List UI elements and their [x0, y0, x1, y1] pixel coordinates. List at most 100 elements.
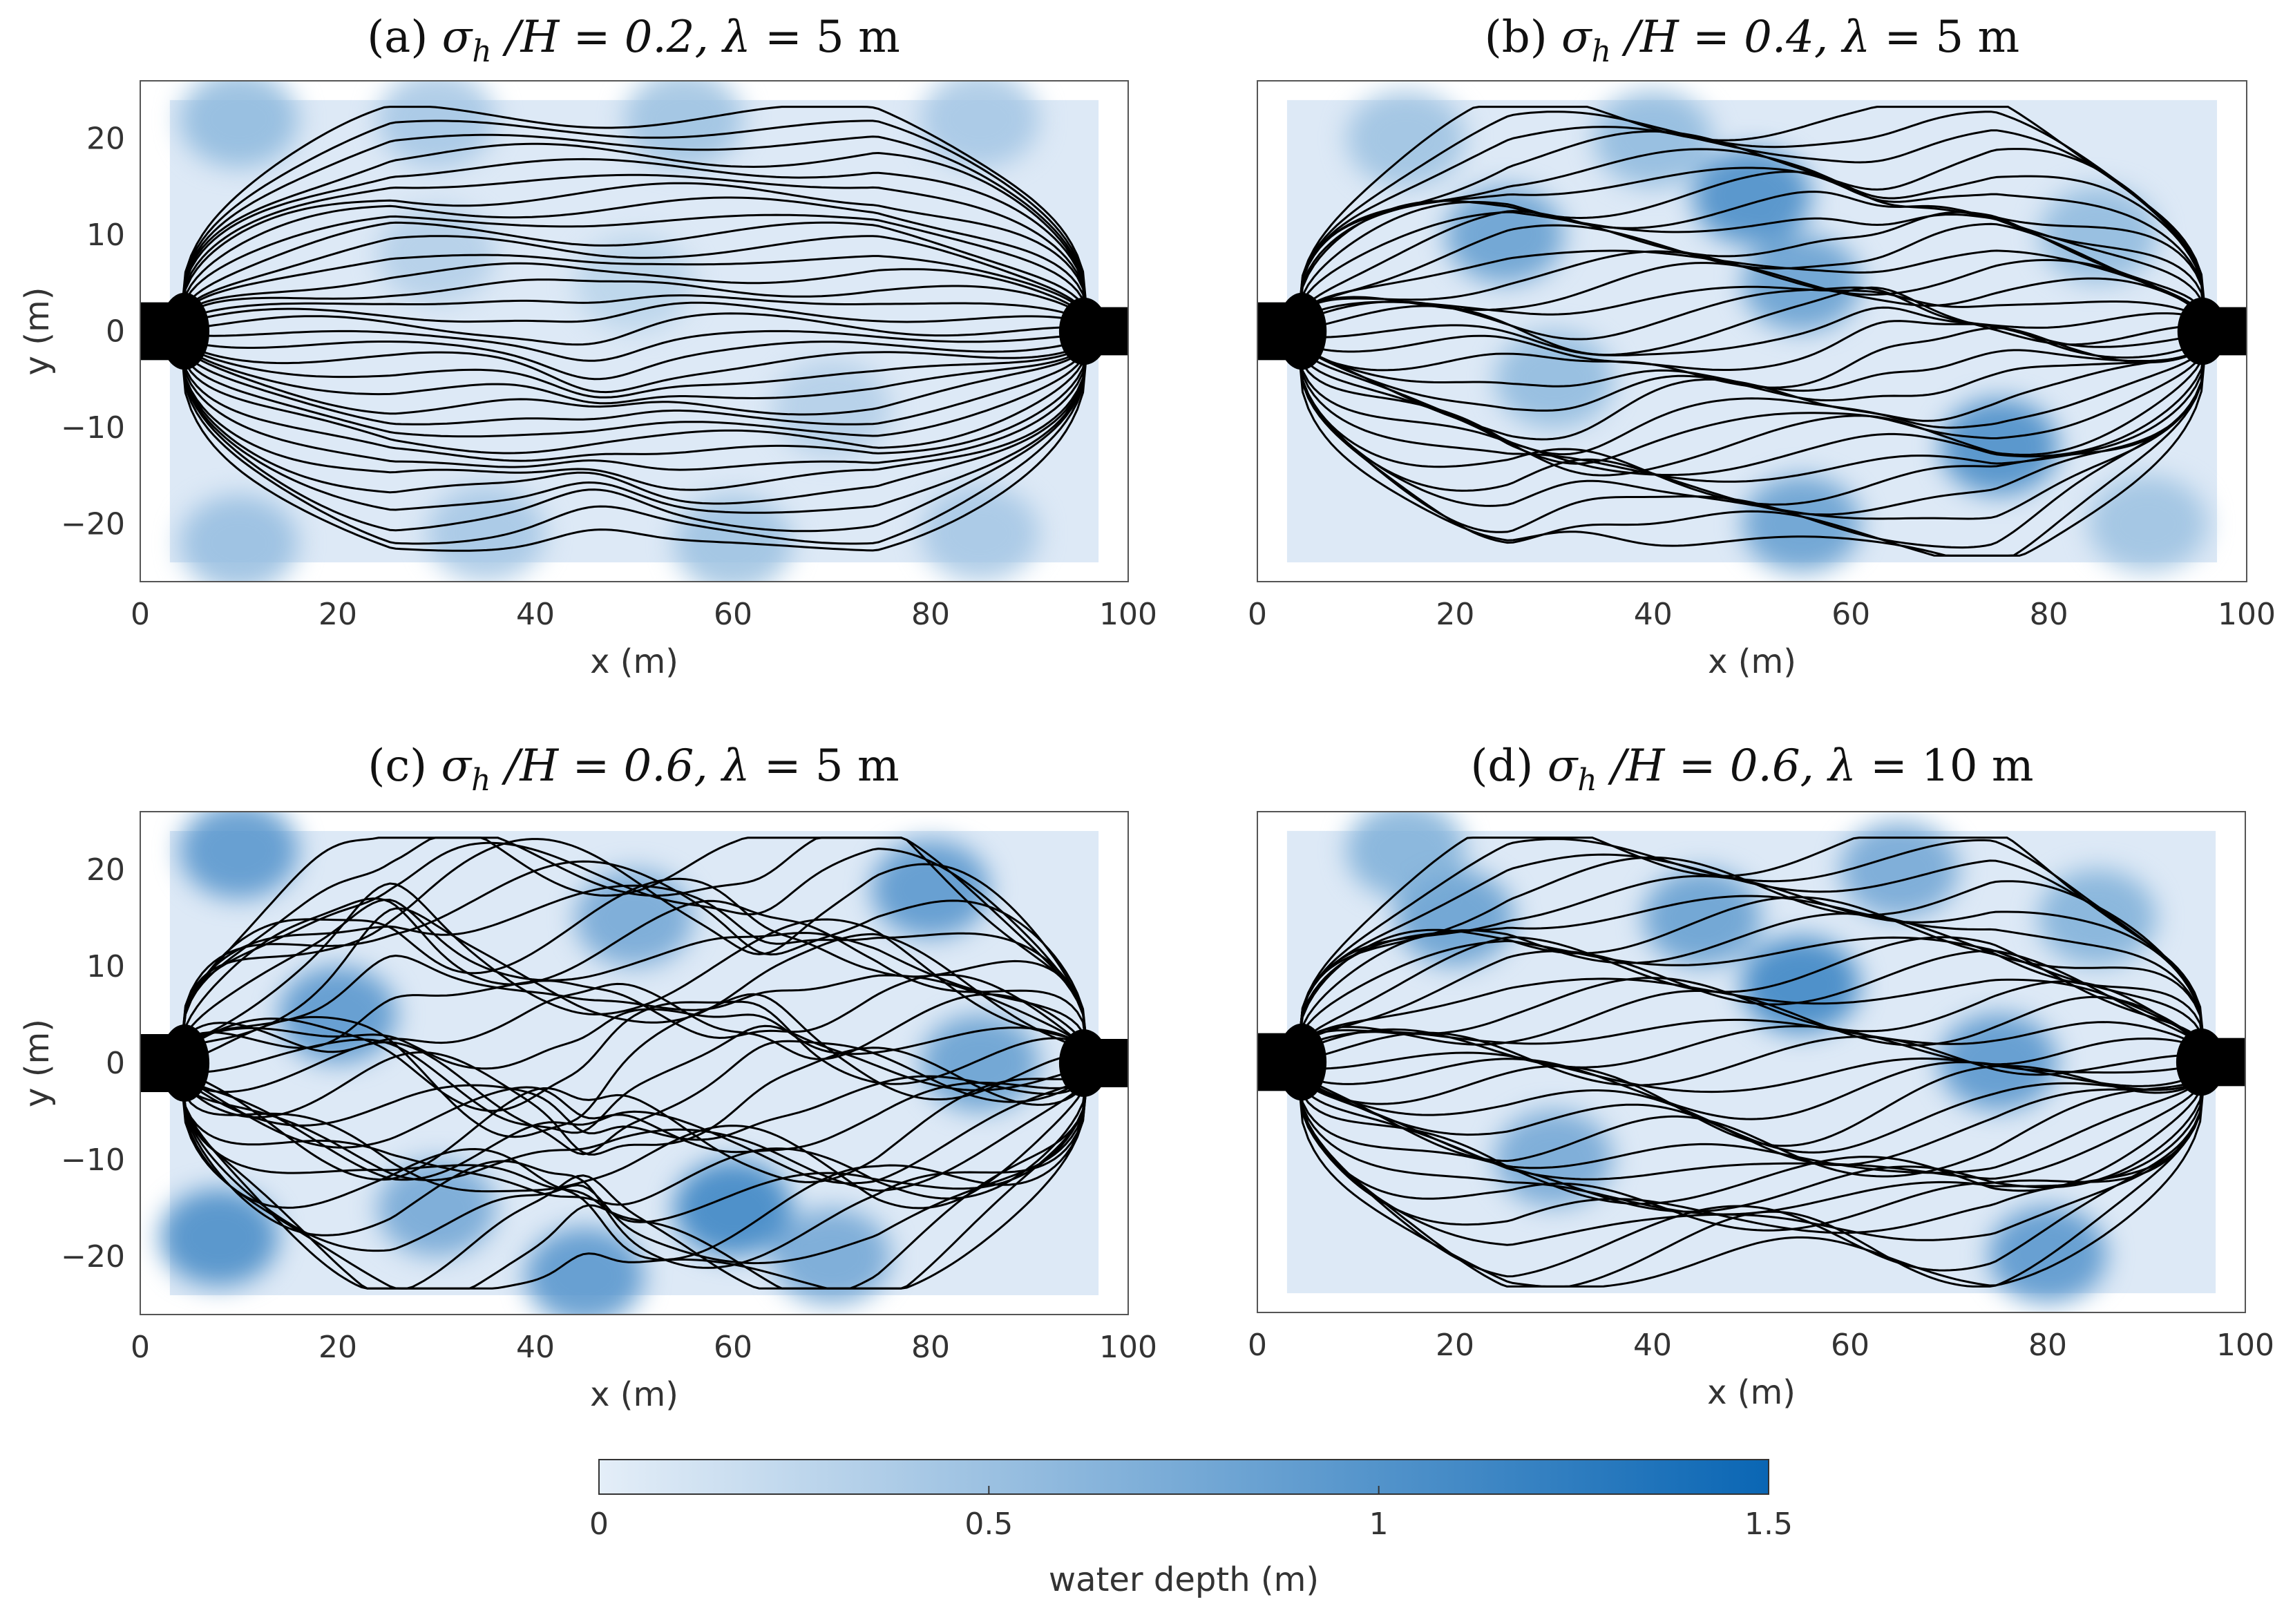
title-lambda: λ: [1826, 741, 1856, 792]
streamline-6: [1295, 1062, 2207, 1216]
streamline-25: [1295, 936, 2207, 1062]
x-axis-label: x (m): [1708, 642, 1796, 681]
streamline-9: [178, 1062, 1090, 1192]
streamline-3: [178, 1062, 1090, 1265]
streamline-7: [178, 331, 1090, 462]
x-axis-label: x (m): [590, 1375, 678, 1414]
title-sigma: σ: [442, 12, 474, 63]
streamline-11: [178, 1062, 1090, 1183]
streamline-13: [178, 330, 1090, 399]
depth-blob-10: [575, 235, 694, 332]
y-tick-label: 20: [86, 852, 125, 888]
streamline-31: [1295, 853, 2207, 1062]
title-sigma: σ: [441, 741, 473, 792]
title-lambda: λ: [720, 741, 750, 792]
x-tick-label: 40: [1633, 1328, 1672, 1363]
panel-title: (c) σh /H = 0.6, λ = 5 m: [368, 741, 899, 798]
streamline-15: [178, 1040, 1090, 1156]
streamline-30: [178, 142, 1090, 332]
colorbar: 0 0.5 1 1.5 water depth (m): [589, 1459, 1793, 1599]
depth-blob-3: [1940, 399, 2059, 495]
title-subscript: h: [472, 34, 491, 69]
streamline-6: [178, 1062, 1090, 1223]
depth-field: [180, 81, 1040, 582]
title-suffix: = 5 m: [1870, 12, 2019, 63]
panel-d: 0 20 40 60 80 100 x (m) (d) σh /H = 0.6, λ = 10…: [1248, 741, 2274, 1412]
y-tick-label: 0: [106, 1046, 125, 1081]
title-lambda: λ: [721, 12, 751, 63]
streamline-7: [1295, 331, 2209, 476]
x-tick-label: 80: [911, 597, 950, 632]
streamline-28: [178, 173, 1090, 332]
streamline-3: [1295, 1062, 2207, 1246]
streamline-10: [178, 1062, 1090, 1185]
streamline-22: [1295, 249, 2209, 332]
depth-blob-7: [1840, 821, 1959, 918]
streamline-11: [178, 331, 1090, 416]
colorbar-ticks: 0 0.5 1 1.5: [589, 1486, 1793, 1542]
streamline-15: [1295, 1058, 2207, 1120]
panel-title: (b) σh /H = 0.4, λ = 5 m: [1485, 12, 2019, 69]
x-tick-label: 80: [2030, 597, 2068, 632]
x-tick-label: 100: [2216, 1328, 2274, 1363]
title-ratio: /H = 0.4,: [1611, 12, 1843, 63]
depth-blob-0: [180, 812, 298, 899]
streamline-5: [178, 1062, 1090, 1261]
streamline-23: [1295, 949, 2207, 1062]
streamline-33: [1295, 106, 2209, 332]
streamline-33: [178, 106, 1090, 332]
streamline-33: [178, 837, 1090, 1064]
axes-frame: [140, 80, 1129, 582]
x-tick-label: 40: [1634, 597, 1673, 632]
panel-title: (d) σh /H = 0.6, λ = 10 m: [1470, 741, 2033, 798]
streamline-10: [1295, 1062, 2207, 1174]
title-prefix: (d): [1470, 741, 1547, 792]
x-axis-label: x (m): [1707, 1373, 1796, 1412]
streamline-18: [179, 301, 1090, 332]
x-axis-label: x (m): [590, 642, 678, 681]
x-tick-label: 40: [516, 1330, 555, 1365]
x-tick-label: 20: [318, 1330, 357, 1365]
streamline-24: [1295, 936, 2207, 1062]
streamline-29: [178, 157, 1090, 332]
depth-blob-1: [160, 1189, 279, 1286]
depth-blob-4: [871, 841, 990, 937]
streamline-0: [178, 331, 1090, 552]
depth-blob-6: [575, 870, 694, 966]
title-suffix: = 5 m: [751, 12, 900, 63]
title-sigma: σ: [1561, 12, 1593, 63]
x-tick-label: 20: [1436, 1328, 1474, 1363]
depth-blob-4: [1742, 475, 1861, 573]
streamline-15: [1295, 320, 2209, 371]
streamline-8: [178, 1062, 1090, 1210]
panel-c: 0 20 40 60 80 100 x (m) −20 −10 0 10 20 y (m) (c) σh …: [18, 741, 1157, 1414]
streamline-2: [178, 331, 1090, 533]
streamline-24: [178, 221, 1090, 332]
x-tick-label: 100: [1099, 1330, 1157, 1365]
streamline-3: [178, 331, 1090, 514]
x-tick-label: 60: [714, 1330, 752, 1365]
depth-blob-8: [377, 206, 496, 303]
streamline-0: [178, 1062, 1090, 1290]
depth-blob-4: [180, 495, 298, 582]
streamline-9: [178, 331, 1090, 438]
streamline-19: [178, 1008, 1090, 1070]
streamline-12: [178, 1062, 1090, 1154]
streamline-21: [1295, 250, 2209, 332]
streamline-27: [178, 877, 1090, 1064]
panel-title: (a) σh /H = 0.2, λ = 5 m: [367, 12, 900, 69]
axes-frame: [140, 811, 1129, 1315]
title-suffix: = 10 m: [1856, 741, 2034, 792]
streamlines: [1295, 837, 2207, 1288]
streamline-16: [1296, 306, 2208, 356]
x-tick-label: 60: [714, 597, 752, 632]
x-tick-label: 80: [911, 1330, 950, 1365]
streamline-20: [178, 982, 1090, 1064]
title-prefix: (a): [367, 12, 441, 63]
streamline-22: [178, 954, 1090, 1064]
streamline-2: [178, 1062, 1090, 1290]
x-tick-label: 40: [516, 597, 555, 632]
streamline-4: [1295, 331, 2209, 516]
depth-blob-6: [1346, 90, 1465, 187]
